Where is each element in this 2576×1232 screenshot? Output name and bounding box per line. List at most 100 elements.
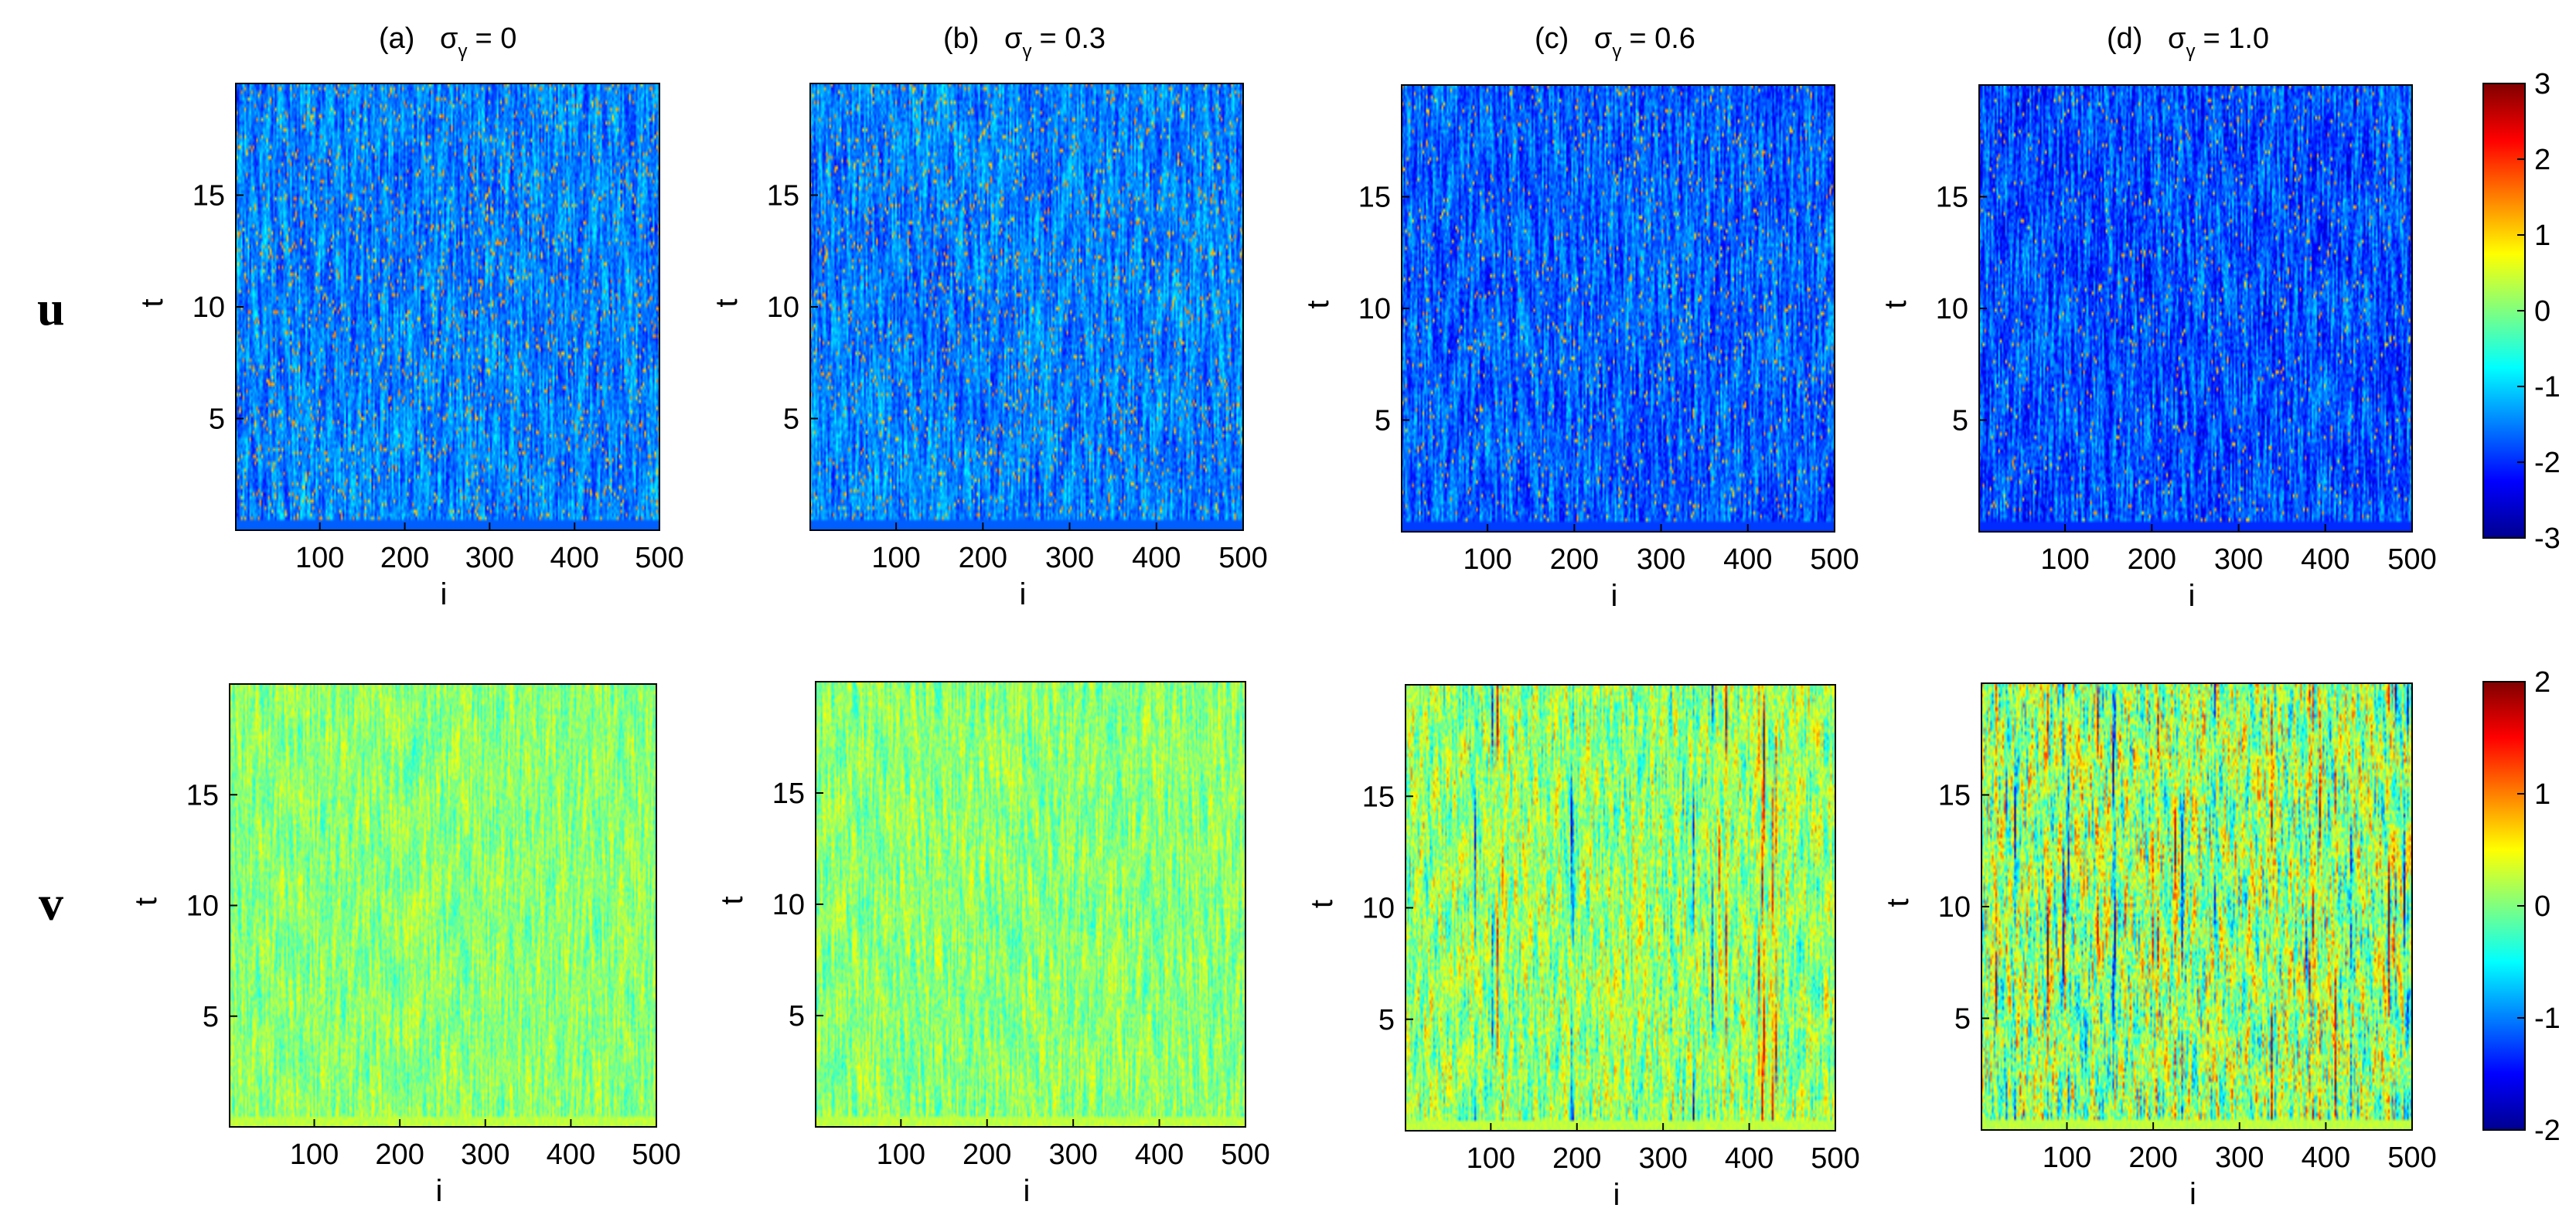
y-tick-label-v-c: 5 <box>1378 1004 1395 1036</box>
x-tick-label-u-a: 100 <box>295 542 344 574</box>
y-tick-label-v-d: 15 <box>1938 780 1971 812</box>
panel-title-b: (b) σγ = 0.3 <box>943 22 1106 62</box>
x-axis-label-v-b: i <box>1024 1174 1031 1208</box>
x-tick-label-v-a: 500 <box>632 1138 680 1171</box>
x-axis-label-u-c: i <box>1611 579 1618 613</box>
y-tick-label-u-b: 15 <box>767 180 799 213</box>
heatmap-u-c <box>1402 85 1835 532</box>
y-tick-label-v-a: 10 <box>186 890 219 923</box>
x-tick-label-v-a: 100 <box>290 1138 339 1171</box>
colorbar-tick-label-v: -2 <box>2534 1115 2561 1147</box>
y-axis-label-v-c: t <box>1305 900 1339 908</box>
x-tick-label-v-b: 300 <box>1048 1138 1097 1171</box>
colorbar-tick-label-v: 2 <box>2534 666 2550 699</box>
sigma-sub-a: γ <box>458 41 467 62</box>
colorbar-tick-label-v: 1 <box>2534 778 2550 811</box>
x-tick-label-v-c: 100 <box>1467 1142 1515 1175</box>
panel-title-d-value: = 1.0 <box>2203 22 2269 55</box>
panel-title-a-prefix: (a) <box>379 22 414 55</box>
x-tick-label-u-d: 100 <box>2040 543 2089 576</box>
y-axis-label-u-d: t <box>1879 300 1913 308</box>
x-tick-label-v-d: 300 <box>2215 1142 2264 1174</box>
panel-title-a: (a) σγ = 0 <box>379 22 516 62</box>
y-tick-label-u-a: 10 <box>193 291 225 324</box>
y-axis-label-v-a: t <box>129 897 163 906</box>
y-tick-label-v-c: 10 <box>1362 893 1395 925</box>
x-tick-label-u-b: 300 <box>1045 542 1094 574</box>
colorbar-tick-label-u: 3 <box>2534 68 2550 100</box>
heatmap-v-a <box>230 684 656 1127</box>
panel-title-a-value: = 0 <box>475 22 516 55</box>
y-axis-label-v-b: t <box>715 896 749 904</box>
panel-title-b-prefix: (b) <box>943 22 979 55</box>
colorbar-tick-label-u: 1 <box>2534 220 2550 252</box>
panel-u-d: 100 200 300 400 500 5 10 15 i t <box>1879 84 2437 613</box>
x-tick-label-u-c: 500 <box>1810 543 1859 576</box>
x-tick-label-u-a: 200 <box>380 542 429 574</box>
colorbar-v: 2 1 0 -1 -2 <box>2482 666 2561 1147</box>
panel-v-b: 100 200 300 400 500 5 10 15 i t <box>715 681 1270 1208</box>
colorbar-tick-label-v: 0 <box>2534 890 2550 923</box>
y-tick-label-u-c: 10 <box>1358 293 1391 325</box>
colorbar-tick-label-v: -1 <box>2534 1002 2561 1035</box>
colorbars: 3 2 1 0 -1 -2 -3 2 1 0 -1 -2 <box>2482 68 2561 1147</box>
y-tick-label-v-b: 15 <box>772 778 805 810</box>
heatmap-panels: 100 200 300 400 500 5 10 15 i t 100 200 300 400 500 5 10… <box>129 83 2437 1212</box>
y-axis-label-v-d: t <box>1881 898 1915 907</box>
x-tick-label-u-b: 200 <box>959 542 1007 574</box>
panel-v-d: 100 200 300 400 500 5 10 15 i t <box>1881 682 2437 1211</box>
y-tick-label-v-d: 5 <box>1954 1003 1971 1036</box>
y-tick-label-u-c: 5 <box>1375 405 1391 437</box>
x-tick-label-u-c: 400 <box>1723 543 1772 576</box>
y-tick-label-u-a: 15 <box>193 180 225 213</box>
y-tick-label-v-c: 15 <box>1362 781 1395 813</box>
row-label-u: u <box>37 281 65 335</box>
sigma-sub-b: γ <box>1022 41 1031 62</box>
panel-title-d-prefix: (d) <box>2107 22 2142 55</box>
x-tick-label-v-b: 400 <box>1135 1138 1184 1171</box>
heatmap-v-c <box>1406 685 1835 1131</box>
x-tick-label-u-b: 500 <box>1218 542 1267 574</box>
x-tick-label-u-b: 400 <box>1132 542 1181 574</box>
heatmap-u-d <box>1979 85 2412 532</box>
colorbar-tick-label-u: 0 <box>2534 295 2550 328</box>
heatmap-v-d <box>1981 683 2412 1130</box>
x-tick-label-u-c: 300 <box>1637 543 1685 576</box>
heatmap-u-b <box>810 83 1243 530</box>
heatmap-u-a <box>236 83 659 530</box>
x-tick-label-v-d: 100 <box>2043 1142 2091 1174</box>
y-tick-label-u-b: 10 <box>767 291 799 324</box>
x-tick-label-u-a: 500 <box>635 542 683 574</box>
colorbar-u: 3 2 1 0 -1 -2 -3 <box>2482 68 2561 555</box>
y-tick-label-u-b: 5 <box>783 403 799 436</box>
x-tick-label-v-b: 200 <box>963 1138 1011 1171</box>
colorbar-tick-label-u: -1 <box>2534 371 2561 403</box>
sigma-sub-c: γ <box>1612 41 1621 62</box>
x-tick-label-u-c: 200 <box>1550 543 1599 576</box>
x-tick-label-v-c: 300 <box>1638 1142 1687 1175</box>
y-tick-label-u-d: 5 <box>1952 405 1968 437</box>
panel-u-c: 100 200 300 400 500 5 10 15 i t <box>1301 84 1859 613</box>
y-axis-label-u-a: t <box>135 298 169 307</box>
x-tick-label-v-b: 500 <box>1221 1138 1269 1171</box>
sigma-symbol-c: σ <box>1594 22 1612 55</box>
y-tick-label-v-a: 5 <box>203 1001 219 1033</box>
panel-u-b: 100 200 300 400 500 5 10 15 i t <box>710 83 1268 611</box>
x-tick-label-u-d: 200 <box>2128 543 2176 576</box>
panel-title-c-value: = 0.6 <box>1629 22 1695 55</box>
y-tick-label-u-d: 10 <box>1936 293 1968 325</box>
x-axis-label-u-a: i <box>441 577 448 611</box>
sigma-symbol-b: σ <box>1004 22 1022 55</box>
x-tick-label-u-a: 400 <box>550 542 598 574</box>
colorbar-tick-label-u: 2 <box>2534 144 2550 176</box>
heatmap-v-b <box>816 682 1245 1127</box>
panel-v-c: 100 200 300 400 500 5 10 15 i t <box>1305 684 1860 1212</box>
x-axis-label-u-d: i <box>2189 579 2196 613</box>
panel-title-b-value: = 0.3 <box>1039 22 1106 55</box>
x-axis-label-v-c: i <box>1613 1178 1620 1212</box>
x-tick-label-v-d: 500 <box>2387 1142 2436 1174</box>
x-tick-label-v-c: 500 <box>1811 1142 1859 1175</box>
y-tick-label-v-a: 15 <box>186 779 219 812</box>
sigma-symbol-a: σ <box>440 22 458 55</box>
sigma-sub-d: γ <box>2186 41 2195 62</box>
